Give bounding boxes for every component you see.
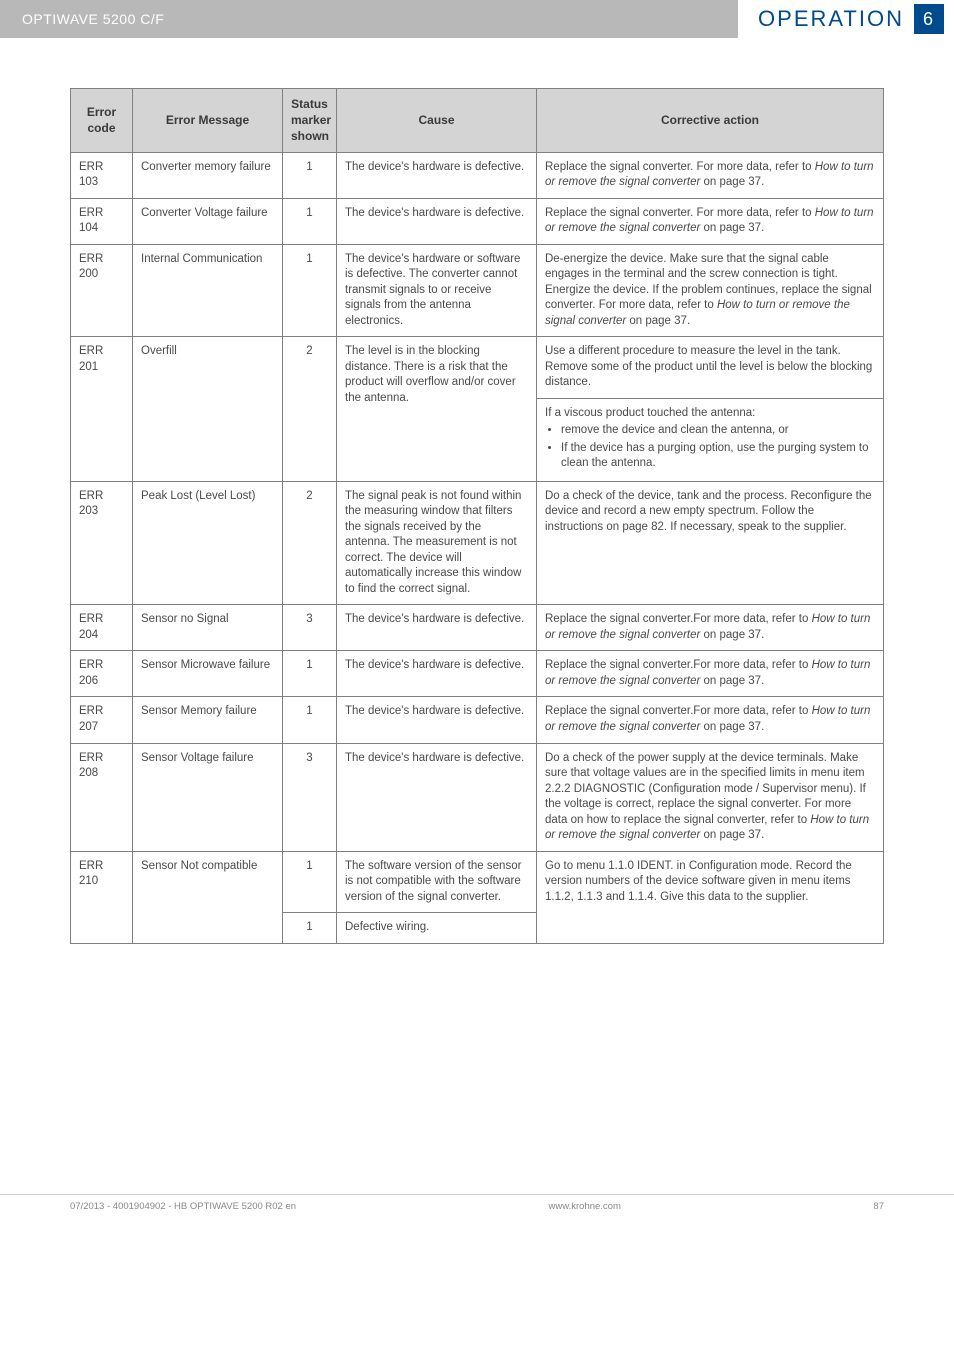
cell-status: 1 (283, 244, 337, 337)
table-row: ERR 203Peak Lost (Level Lost)2The signal… (71, 481, 884, 605)
cell-action: Replace the signal converter. For more d… (537, 152, 884, 198)
col-error-code: Error code (71, 89, 133, 153)
table-row: ERR 210Sensor Not compatible1The softwar… (71, 851, 884, 913)
cell-cause: The level is in the blocking distance. T… (337, 337, 537, 482)
table-row: ERR 103Converter memory failure1The devi… (71, 152, 884, 198)
cell-cause: The device's hardware is defective. (337, 651, 537, 697)
page-footer: 07/2013 - 4001904902 - HB OPTIWAVE 5200 … (0, 1194, 954, 1232)
table-row: ERR 104Converter Voltage failure1The dev… (71, 198, 884, 244)
cell-cause: The software version of the sensor is no… (337, 851, 537, 913)
cell-action: Go to menu 1.1.0 IDENT. in Configuration… (537, 851, 884, 943)
table-row: ERR 208Sensor Voltage failure3The device… (71, 743, 884, 851)
cell-code: ERR 206 (71, 651, 133, 697)
cell-msg: Converter Voltage failure (133, 198, 283, 244)
table-row: ERR 206Sensor Microwave failure1The devi… (71, 651, 884, 697)
cell-msg: Peak Lost (Level Lost) (133, 481, 283, 605)
footer-left: 07/2013 - 4001904902 - HB OPTIWAVE 5200 … (70, 1201, 296, 1212)
error-table: Error code Error Message Status marker s… (70, 88, 884, 944)
cell-msg: Sensor Voltage failure (133, 743, 283, 851)
cell-status: 1 (283, 198, 337, 244)
cell-msg: Sensor Microwave failure (133, 651, 283, 697)
cell-cause: The device's hardware is defective. (337, 152, 537, 198)
footer-center: www.krohne.com (549, 1201, 621, 1212)
cell-msg: Sensor Memory failure (133, 697, 283, 743)
cell-msg: Sensor no Signal (133, 605, 283, 651)
table-header-row: Error code Error Message Status marker s… (71, 89, 884, 153)
cell-cause: The device's hardware or software is def… (337, 244, 537, 337)
cell-status: 1 (283, 651, 337, 697)
cell-cause: Defective wiring. (337, 913, 537, 944)
cell-code: ERR 201 (71, 337, 133, 482)
cell-code: ERR 204 (71, 605, 133, 651)
col-error-message: Error Message (133, 89, 283, 153)
cell-action: De-energize the device. Make sure that t… (537, 244, 884, 337)
cell-status: 2 (283, 337, 337, 482)
cell-action: Replace the signal converter.For more da… (537, 697, 884, 743)
cell-code: ERR 210 (71, 851, 133, 943)
cell-action: Replace the signal converter. For more d… (537, 198, 884, 244)
section-label: OPERATION (758, 6, 904, 32)
cell-code: ERR 103 (71, 152, 133, 198)
cell-action: Replace the signal converter.For more da… (537, 651, 884, 697)
cell-status: 1 (283, 152, 337, 198)
section-title: OPERATION 6 (738, 0, 954, 38)
cell-msg: Overfill (133, 337, 283, 482)
cell-status: 3 (283, 605, 337, 651)
col-corrective-action: Corrective action (537, 89, 884, 153)
cell-action: Do a check of the power supply at the de… (537, 743, 884, 851)
section-number-badge: 6 (914, 4, 944, 34)
cell-status: 1 (283, 851, 337, 913)
product-name: OPTIWAVE 5200 C/F (0, 0, 738, 38)
cell-code: ERR 208 (71, 743, 133, 851)
cell-code: ERR 104 (71, 198, 133, 244)
cell-msg: Converter memory failure (133, 152, 283, 198)
cell-action: Replace the signal converter.For more da… (537, 605, 884, 651)
table-row: ERR 201Overfill2The level is in the bloc… (71, 337, 884, 399)
cell-code: ERR 200 (71, 244, 133, 337)
cell-status: 2 (283, 481, 337, 605)
cell-action: Use a different procedure to measure the… (537, 337, 884, 399)
cell-msg: Sensor Not compatible (133, 851, 283, 943)
page-header: OPTIWAVE 5200 C/F OPERATION 6 (0, 0, 954, 38)
cell-status: 1 (283, 697, 337, 743)
cell-cause: The signal peak is not found within the … (337, 481, 537, 605)
cell-cause: The device's hardware is defective. (337, 697, 537, 743)
col-status-marker: Status marker shown (283, 89, 337, 153)
cell-status: 1 (283, 913, 337, 944)
table-row: ERR 207Sensor Memory failure1The device'… (71, 697, 884, 743)
cell-code: ERR 207 (71, 697, 133, 743)
cell-msg: Internal Communication (133, 244, 283, 337)
table-row: ERR 200Internal Communication1The device… (71, 244, 884, 337)
cell-cause: The device's hardware is defective. (337, 743, 537, 851)
table-row: ERR 204Sensor no Signal3The device's har… (71, 605, 884, 651)
cell-action: If a viscous product touched the antenna… (537, 398, 884, 481)
cell-code: ERR 203 (71, 481, 133, 605)
cell-action: Do a check of the device, tank and the p… (537, 481, 884, 605)
footer-right: 87 (873, 1201, 884, 1212)
cell-cause: The device's hardware is defective. (337, 198, 537, 244)
cell-status: 3 (283, 743, 337, 851)
col-cause: Cause (337, 89, 537, 153)
cell-cause: The device's hardware is defective. (337, 605, 537, 651)
